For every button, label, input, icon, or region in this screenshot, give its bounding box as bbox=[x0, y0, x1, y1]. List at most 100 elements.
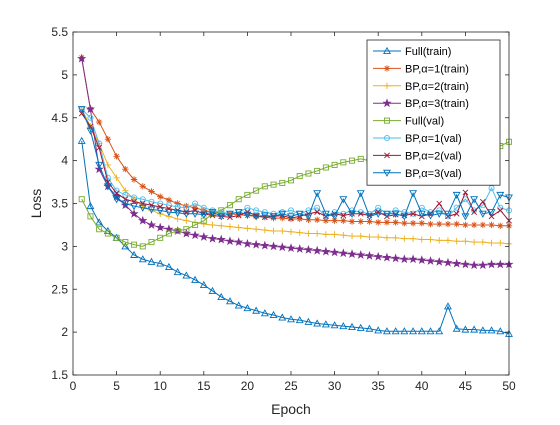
data-point bbox=[331, 161, 338, 168]
data-point bbox=[349, 157, 356, 164]
data-point bbox=[122, 166, 129, 173]
data-point bbox=[279, 227, 286, 235]
data-point bbox=[314, 204, 321, 211]
data-point bbox=[139, 183, 146, 190]
data-point bbox=[121, 242, 130, 250]
data-point bbox=[261, 209, 268, 216]
data-point bbox=[157, 204, 164, 210]
data-point bbox=[453, 238, 460, 245]
data-point bbox=[469, 260, 479, 270]
data-point bbox=[357, 209, 364, 216]
x-tick-label: 20 bbox=[241, 379, 255, 393]
data-point bbox=[330, 321, 339, 329]
data-point bbox=[96, 226, 103, 233]
data-point bbox=[314, 209, 321, 215]
x-tick-label: 15 bbox=[197, 379, 211, 393]
data-point bbox=[192, 221, 199, 228]
x-tick-label: 35 bbox=[372, 379, 386, 393]
data-point bbox=[357, 155, 364, 162]
data-point bbox=[461, 325, 470, 333]
legend-swatch-marker bbox=[384, 152, 390, 159]
data-point bbox=[348, 232, 356, 240]
data-point bbox=[207, 233, 218, 243]
data-point bbox=[208, 209, 217, 217]
data-point bbox=[400, 327, 409, 335]
data-point bbox=[365, 324, 374, 332]
data-point bbox=[366, 218, 373, 225]
legend-label: BP,α=2(train) bbox=[405, 81, 469, 93]
data-point bbox=[471, 207, 478, 214]
data-point bbox=[375, 204, 382, 211]
y-tick-label: 3.5 bbox=[51, 197, 68, 211]
data-point bbox=[340, 232, 347, 239]
data-point bbox=[375, 219, 382, 226]
data-point bbox=[479, 198, 486, 205]
data-point bbox=[409, 190, 418, 198]
data-point bbox=[436, 200, 443, 207]
data-point bbox=[287, 177, 295, 184]
data-point bbox=[357, 232, 364, 240]
y-axis-label: Loss bbox=[28, 189, 44, 219]
series-8 bbox=[77, 106, 513, 221]
data-point bbox=[183, 204, 190, 211]
data-point bbox=[146, 220, 157, 229]
data-point bbox=[130, 203, 139, 211]
data-point bbox=[260, 240, 270, 250]
data-point bbox=[365, 213, 374, 221]
data-point bbox=[199, 280, 208, 288]
data-point bbox=[278, 210, 287, 218]
data-point bbox=[164, 209, 173, 217]
data-point bbox=[192, 200, 199, 207]
data-point bbox=[321, 246, 331, 256]
data-point bbox=[357, 218, 364, 225]
data-point bbox=[200, 204, 207, 211]
legend-entry: BP,α=1(train) bbox=[373, 63, 469, 75]
data-point bbox=[235, 196, 242, 203]
data-point bbox=[182, 271, 191, 279]
data-point bbox=[252, 226, 260, 233]
x-tick-label: 25 bbox=[284, 379, 298, 393]
data-point bbox=[260, 212, 269, 220]
data-point bbox=[139, 243, 146, 250]
data-point bbox=[260, 309, 269, 317]
data-point bbox=[225, 236, 235, 246]
data-point bbox=[226, 223, 234, 230]
data-point bbox=[435, 210, 444, 218]
data-point bbox=[131, 194, 138, 201]
data-point bbox=[375, 233, 382, 241]
data-point bbox=[122, 191, 129, 198]
data-point bbox=[444, 220, 452, 228]
data-point bbox=[190, 230, 200, 240]
data-point bbox=[130, 250, 139, 258]
data-point bbox=[427, 220, 434, 228]
data-point bbox=[497, 207, 504, 214]
data-point bbox=[295, 315, 304, 324]
data-point bbox=[392, 207, 399, 214]
x-tick-label: 50 bbox=[502, 379, 516, 393]
data-point bbox=[382, 252, 392, 262]
data-point bbox=[113, 153, 120, 160]
legend-swatch-marker bbox=[383, 169, 391, 177]
data-point bbox=[382, 210, 391, 218]
data-point bbox=[278, 313, 287, 321]
data-point bbox=[409, 220, 417, 227]
data-point bbox=[244, 204, 251, 211]
data-point bbox=[305, 170, 312, 177]
legend-swatch-marker bbox=[383, 46, 391, 55]
data-point bbox=[486, 259, 497, 269]
data-point bbox=[401, 209, 408, 216]
data-point bbox=[270, 214, 277, 222]
data-point bbox=[312, 245, 322, 255]
data-point bbox=[130, 176, 138, 183]
data-point bbox=[243, 303, 252, 312]
data-point bbox=[244, 212, 251, 219]
data-point bbox=[174, 200, 181, 207]
data-point bbox=[348, 210, 357, 218]
data-point bbox=[444, 237, 452, 244]
data-point bbox=[340, 210, 347, 217]
data-point bbox=[313, 230, 321, 237]
data-point bbox=[401, 220, 408, 227]
data-point bbox=[313, 190, 322, 198]
y-tick-label: 4.5 bbox=[51, 111, 68, 125]
